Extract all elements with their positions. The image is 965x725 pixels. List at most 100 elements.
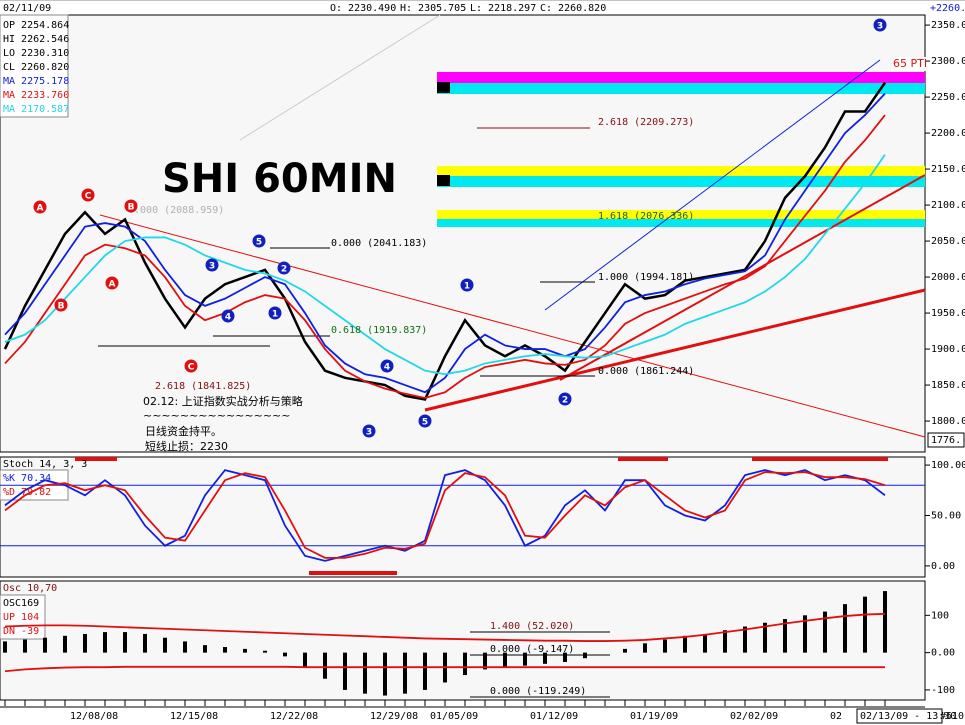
panel-title: Stoch 14, 3, 3 (3, 459, 87, 470)
wave-circle (873, 18, 887, 32)
trend-line (424, 288, 926, 412)
band (437, 72, 925, 83)
wave-label: B (128, 203, 135, 213)
x-tick-label: 12/08/08 (70, 711, 118, 722)
legend-entry: MA 2275.178 (3, 76, 69, 87)
y-tick-label: 2250.00 (931, 92, 965, 103)
annotation: 1.000 (1994.181) (598, 272, 694, 283)
osc-bar (643, 643, 647, 653)
wave-circle (205, 258, 219, 272)
osc-bar (63, 635, 67, 653)
band (437, 210, 925, 219)
osc-bar (203, 645, 207, 653)
wave-circle (252, 234, 266, 248)
osc-bar (83, 633, 87, 653)
osc-bar (723, 630, 727, 653)
x-tick-label: 12/22/08 (270, 711, 318, 722)
osc-bar (863, 596, 867, 653)
annotation: 2.618 (2209.273) (598, 117, 694, 128)
y-tick-label: 2200.00 (931, 128, 965, 139)
osc-bar (403, 652, 407, 694)
legend-box (0, 594, 46, 640)
osc-bar (103, 632, 107, 653)
series-line (4, 471, 886, 559)
wave-label: 3 (877, 22, 883, 32)
annotation: 2.618 (1841.825) (155, 381, 251, 392)
wave-circle (277, 261, 291, 275)
wave-circle (105, 276, 119, 290)
band (437, 176, 925, 187)
osc-bar (243, 648, 247, 653)
wave-label: A (109, 280, 116, 290)
osc-bar (43, 637, 47, 653)
series-line (4, 469, 886, 562)
wave-circle (380, 359, 394, 373)
wave-label: 5 (422, 418, 428, 428)
series-line (4, 154, 886, 376)
y-tick-label: 0.00 (931, 561, 955, 572)
osc-bar (563, 652, 567, 662)
wave-circle (81, 188, 95, 202)
osc-bar (263, 650, 267, 653)
panel-title: Osc 10,70 (3, 583, 57, 594)
osc-bar (783, 619, 787, 653)
series-line (4, 665, 885, 673)
legend-entry: DN -39 (3, 626, 39, 637)
osc-bar (343, 652, 347, 690)
series-line (4, 612, 886, 642)
chart-title: SHI 60MIN (162, 156, 397, 202)
x-tick-label: 12/15/08 (170, 711, 218, 722)
wave-circle (268, 306, 282, 320)
osc-bar (23, 639, 27, 653)
band (437, 166, 925, 176)
series-line (4, 114, 886, 399)
y-tick-label: 1950.00 (931, 308, 965, 319)
header-date: 02/11/09 (3, 3, 51, 14)
wave-label: A (37, 204, 44, 214)
header-open: O: 2230.490 (330, 3, 396, 14)
osc-bar (363, 652, 367, 694)
annotation: 65 PTI (893, 57, 927, 70)
osc-bar (883, 591, 887, 653)
legend-entry: MA 2170.587 (3, 104, 69, 115)
corner-label: #610 (940, 711, 964, 722)
y-tick-label: 2350.00 (931, 20, 965, 31)
legend-entry: CL 2260.820 (3, 62, 69, 73)
info-text: HI 2262.546 (3, 34, 69, 45)
x-tick-label: 02/02/09 (730, 711, 778, 722)
info-box (0, 14, 69, 118)
osc-bar (423, 652, 427, 690)
x-label-box (856, 708, 943, 724)
wave-circle (33, 200, 47, 214)
osc-bar (523, 652, 527, 666)
legend-entry: %D 79.82 (3, 487, 51, 498)
y-tick-label: 1800.00 (931, 416, 965, 427)
y-tick-label: 1850.00 (931, 380, 965, 391)
trend-line (559, 174, 926, 381)
osc-bar (123, 632, 127, 653)
wave-circle (184, 359, 198, 373)
y-tick-label: -100 (931, 685, 955, 696)
legend-entry: %K 70.34 (3, 473, 51, 484)
annotation: 02.12: 上证指数实战分析与策略 (143, 394, 303, 408)
last-box (927, 432, 965, 448)
wave-circle (124, 199, 138, 213)
osc-bar (483, 652, 487, 670)
y-tick-label: 2100.00 (931, 200, 965, 211)
y-tick-label: 50.00 (931, 510, 961, 521)
trend-line (99, 214, 926, 438)
wave-circle (54, 298, 68, 312)
osc-bar (143, 633, 147, 653)
band (437, 83, 925, 94)
annotation: 0.000 (-9.147) (490, 644, 574, 655)
annotation: 0.000 (2088.959) (128, 205, 224, 216)
y-tick-label: 2300.00 (931, 56, 965, 67)
stoch-panel (0, 456, 926, 578)
wave-label: C (188, 363, 195, 373)
wave-label: 1 (464, 282, 470, 292)
osc-bar (323, 652, 327, 679)
osc-bar (463, 652, 467, 676)
annotation: ~~~~~~~~~~~~~~~~ (143, 409, 290, 422)
header-close: C: 2260.820 (540, 3, 606, 14)
